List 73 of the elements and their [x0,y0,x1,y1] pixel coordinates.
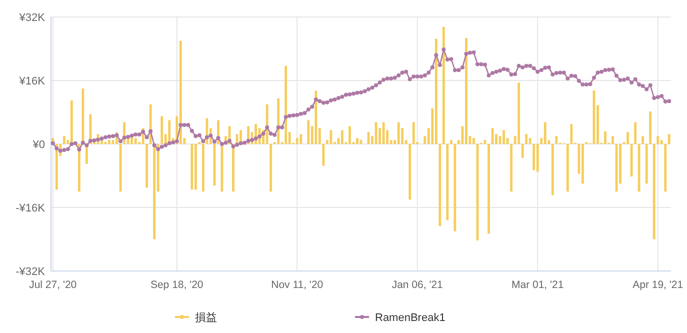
bar [300,134,302,144]
bar [442,26,445,144]
x-tick-label: Nov 11, '20 [271,279,324,291]
bar [284,66,288,144]
bar [277,98,280,144]
bar [570,124,573,144]
x-tick-label: Jan 06, '21 [392,279,444,291]
x-tick-label: Mar 01, '21 [512,279,564,291]
bar [322,144,325,166]
bar [521,144,524,158]
bar [62,136,66,144]
bar [502,130,505,144]
bar [438,144,442,226]
y-tick-label: -¥16K [16,202,46,214]
bar [645,144,648,184]
bar [604,131,606,144]
bar [179,40,182,144]
bar [356,138,358,144]
x-tick-label: Apr 19, '21 [632,279,684,291]
bar [528,138,532,144]
bar [555,136,558,144]
bar [566,144,569,192]
bar [536,144,539,172]
bar [270,144,272,192]
bar [434,38,438,144]
bar [314,90,318,144]
bar [454,144,456,232]
bar [472,138,475,144]
x-tick-label: Sep 18, '20 [150,279,204,291]
bar [412,122,415,144]
bar [488,144,490,234]
bar [232,144,234,192]
bar [544,122,546,144]
y-tick-label: ¥16K [18,75,46,88]
bar [634,122,637,144]
bar [194,144,197,190]
bar [525,134,528,144]
bar [330,130,332,144]
bar [656,136,660,144]
y-tick-label: ¥0 [32,138,45,151]
bar [341,130,344,144]
bar [532,144,536,170]
bar [652,144,656,240]
bar [397,122,400,144]
bar [55,144,58,190]
x-tick-label: Jul 27, '20 [29,279,77,291]
bar [78,144,80,192]
bar [348,126,351,144]
bar [660,140,663,144]
bar [450,140,452,144]
bar [146,144,148,188]
bar [408,144,412,200]
legend-label: 損益 [195,312,217,324]
bar [649,111,652,144]
y-tick-label: -¥32K [16,266,46,278]
bar [296,138,298,144]
bar [612,136,614,144]
bar [551,144,554,196]
bar [307,120,310,144]
bar [518,82,520,144]
bar [190,144,194,190]
bar [108,140,110,144]
bar [626,132,629,144]
bar [465,38,468,144]
bar [664,144,667,192]
y-tick-label: ¥32K [18,12,46,24]
bar [581,144,584,184]
legend-label: RamenBreak1 [375,312,446,324]
bar [446,144,449,220]
bar [510,144,513,192]
bar [638,144,640,192]
bar [668,134,670,144]
bar [642,136,644,144]
